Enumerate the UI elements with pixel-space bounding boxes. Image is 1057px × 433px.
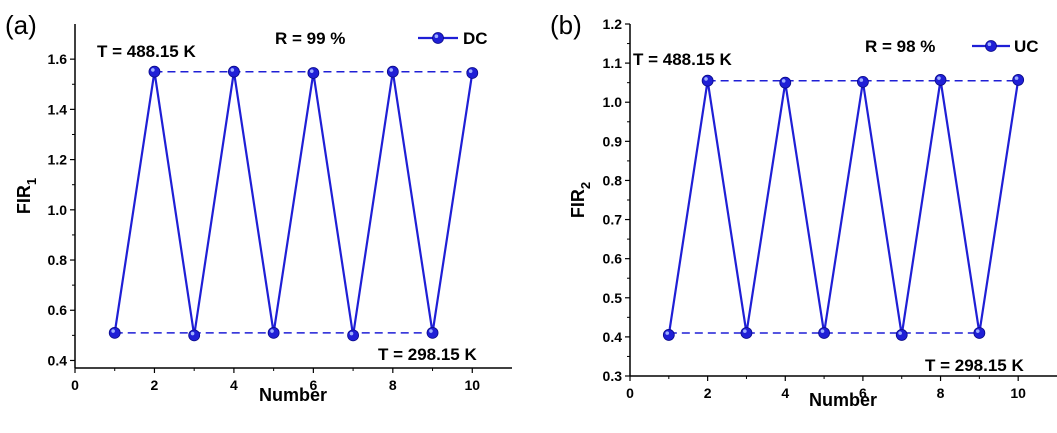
legend: UC xyxy=(972,37,1039,56)
data-point xyxy=(307,67,320,79)
y-tick-label: 1.6 xyxy=(48,51,68,67)
data-point xyxy=(1012,74,1025,86)
y-tick-label: 0.6 xyxy=(603,251,623,267)
panel-label: (b) xyxy=(550,10,582,40)
x-tick-label: 6 xyxy=(859,385,867,401)
data-point-highlight xyxy=(429,329,433,333)
y-tick-label: 0.8 xyxy=(48,252,68,268)
y-tick-label: 0.6 xyxy=(48,302,68,318)
data-point xyxy=(466,67,479,79)
data-point-highlight xyxy=(937,76,941,80)
x-tick-label: 2 xyxy=(704,385,712,401)
panel-label: (a) xyxy=(5,10,37,40)
x-tick-label: 4 xyxy=(230,377,238,393)
data-point-highlight xyxy=(820,329,825,333)
data-point xyxy=(347,329,359,342)
x-tick-label: 2 xyxy=(151,377,159,393)
legend: DC xyxy=(418,29,488,48)
x-tick-label: 8 xyxy=(389,377,397,393)
data-point-highlight xyxy=(270,329,274,333)
annotation-t-high: T = 488.15 K xyxy=(97,42,196,61)
series-line xyxy=(667,79,1020,336)
data-point-highlight xyxy=(704,77,708,81)
y-axis-title: FIR1 xyxy=(14,178,39,214)
data-point-highlight xyxy=(859,78,864,82)
legend-label: DC xyxy=(463,29,488,48)
y-tick-label: 1.1 xyxy=(603,55,623,71)
y-tick-label: 0.7 xyxy=(603,212,623,228)
annotation-t-low: T = 298.15 K xyxy=(378,345,477,364)
data-point-highlight xyxy=(781,79,786,83)
data-point-highlight xyxy=(151,68,155,72)
x-tick-label: 8 xyxy=(937,385,945,401)
y-tick-label: 1.2 xyxy=(48,152,68,168)
y-axis-title-main: FIR xyxy=(14,185,34,214)
y-tick-label: 0.4 xyxy=(48,352,68,368)
annotation-t-high: T = 488.15 K xyxy=(633,50,732,69)
y-axis-title-main: FIR xyxy=(568,189,588,218)
data-point xyxy=(895,329,908,341)
y-tick-label: 1.2 xyxy=(603,16,623,32)
data-point-highlight xyxy=(309,69,314,73)
data-point-highlight xyxy=(230,68,235,72)
data-point-highlight xyxy=(975,329,980,333)
data-point-highlight xyxy=(468,69,473,73)
data-point xyxy=(148,65,161,78)
data-point-highlight xyxy=(190,331,195,336)
data-point xyxy=(188,329,201,342)
chart-panel-b: 0 2 4 6 8 10 0.3 0.4 0.5 0.6 0.7 0.8 0.9 1.0 1.1 1.2 Num… xyxy=(550,10,1057,410)
x-tick-label: 6 xyxy=(309,377,317,393)
legend-marker xyxy=(432,32,444,44)
x-axis-title: Number xyxy=(809,390,877,410)
data-point xyxy=(426,326,439,339)
data-point xyxy=(662,329,675,341)
y-tick-label: 1.0 xyxy=(603,94,623,110)
x-tick-label: 10 xyxy=(1010,385,1026,401)
data-point xyxy=(108,326,121,339)
data-point-highlight xyxy=(665,331,670,335)
x-tick-label: 10 xyxy=(464,377,480,393)
legend-marker xyxy=(985,40,997,52)
y-axis-title-subscript: 1 xyxy=(24,178,39,185)
x-axis-title: Number xyxy=(259,385,327,405)
data-point xyxy=(386,65,399,78)
annotation-r: R = 99 % xyxy=(275,29,345,48)
legend-marker-highlight xyxy=(434,34,439,38)
annotation-r: R = 98 % xyxy=(865,37,935,56)
y-tick-label: 0.5 xyxy=(603,290,623,306)
y-tick-label: 0.3 xyxy=(603,368,623,384)
y-tick-label: 0.9 xyxy=(603,133,623,149)
y-tick-label: 0.4 xyxy=(603,329,623,345)
x-tick-label: 0 xyxy=(626,385,634,401)
data-point xyxy=(267,326,280,339)
data-point-highlight xyxy=(111,329,115,333)
data-point xyxy=(228,65,240,78)
data-point-highlight xyxy=(898,331,902,335)
data-point-highlight xyxy=(349,331,354,336)
y-tick-label: 1.4 xyxy=(48,101,68,117)
series-line xyxy=(113,71,474,336)
data-point xyxy=(934,74,947,86)
x-tick-label: 4 xyxy=(781,385,789,401)
y-tick-label: 1.0 xyxy=(48,202,68,218)
legend-marker-highlight xyxy=(987,42,992,46)
y-axis-title: FIR2 xyxy=(568,182,593,218)
annotation-t-low: T = 298.15 K xyxy=(925,356,1024,375)
legend-label: UC xyxy=(1014,37,1039,56)
data-point-highlight xyxy=(1014,76,1019,80)
data-point xyxy=(779,76,792,89)
data-point xyxy=(973,327,986,339)
data-point-highlight xyxy=(743,329,747,333)
y-axis-title-subscript: 2 xyxy=(578,182,593,189)
chart-panel-a: 0 2 4 6 8 10 0.4 0.6 0.8 1.0 1.2 1.4 1.6 Number FIR1 (a… xyxy=(5,10,512,405)
data-point xyxy=(857,75,869,88)
data-point xyxy=(740,327,753,339)
data-point-highlight xyxy=(389,68,394,72)
y-tick-label: 0.8 xyxy=(603,172,623,188)
data-point xyxy=(701,74,714,87)
data-point xyxy=(818,327,830,339)
x-tick-label: 0 xyxy=(71,377,79,393)
